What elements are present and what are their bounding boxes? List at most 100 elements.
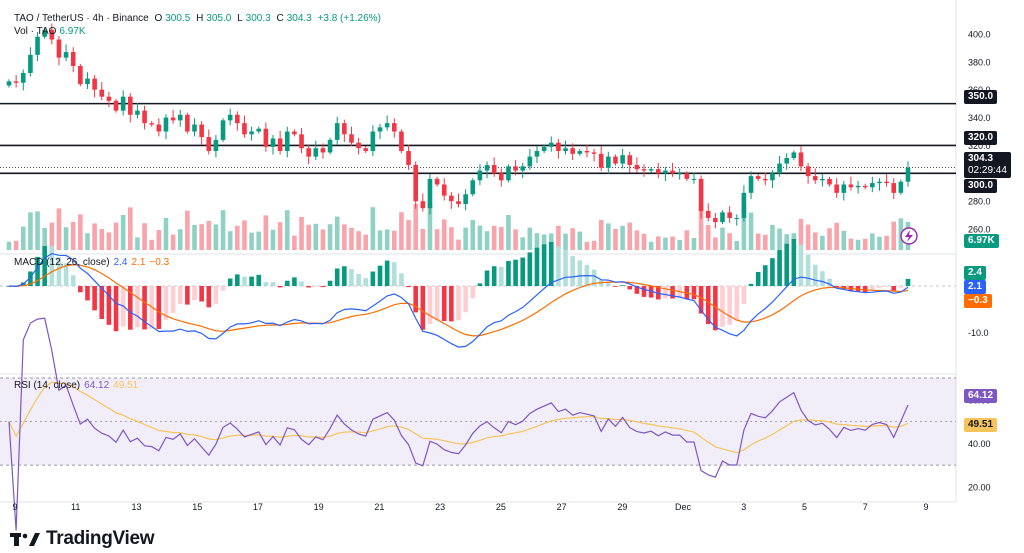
macd-histogram-bar xyxy=(862,286,868,293)
candle xyxy=(399,129,404,154)
volume-bar xyxy=(491,225,497,250)
candle xyxy=(20,69,26,91)
candle-body xyxy=(470,180,476,195)
candle xyxy=(798,146,804,172)
volume-bar xyxy=(434,229,440,250)
volume-bar xyxy=(320,229,326,250)
time-axis-tick: 27 xyxy=(557,502,567,512)
macd-histogram-bar xyxy=(777,250,782,286)
macd-histogram-bar xyxy=(78,286,83,293)
candle-body xyxy=(199,124,204,138)
candle xyxy=(827,176,832,187)
candle xyxy=(220,118,226,142)
volume-bar xyxy=(577,231,583,250)
candle xyxy=(777,155,782,177)
candle-body xyxy=(227,114,233,121)
candle-body xyxy=(156,124,162,132)
candle-body xyxy=(35,36,40,55)
candle-body xyxy=(85,78,90,85)
candle-body xyxy=(463,194,468,204)
volume-bar xyxy=(199,224,204,250)
macd-histogram-bar xyxy=(506,260,511,286)
volume-bar xyxy=(499,227,504,250)
volume-bar xyxy=(127,207,133,250)
low-value: 300.3 xyxy=(245,13,271,24)
macd-histogram-bar xyxy=(35,256,40,286)
candle-body xyxy=(206,137,212,152)
candle-body xyxy=(142,110,147,124)
volume-bar xyxy=(149,239,154,250)
macd-histogram-bar xyxy=(284,280,290,286)
candle-body xyxy=(334,123,340,140)
candle-body xyxy=(713,217,718,223)
candle xyxy=(6,79,12,88)
volume-bar xyxy=(399,212,404,250)
volume-bar xyxy=(770,225,775,250)
price-tag-320: 320.0 xyxy=(964,131,998,145)
candle xyxy=(862,183,868,190)
volume-bar xyxy=(85,233,90,250)
candle-body xyxy=(413,164,418,202)
volume-bar xyxy=(135,237,140,250)
time-axis-tick: 5 xyxy=(802,502,807,512)
macd-histogram-bar xyxy=(406,286,411,288)
candle xyxy=(891,178,897,200)
macd-histogram-bar xyxy=(520,257,526,286)
volume-bar xyxy=(827,228,832,250)
volume-bar xyxy=(820,235,825,250)
volume-bar xyxy=(256,231,262,250)
volume-bar xyxy=(541,234,547,250)
candle xyxy=(484,161,490,179)
price-tag-350: 350.0 xyxy=(964,90,998,104)
tradingview-logo[interactable]: TradingView xyxy=(10,527,155,551)
candle-body xyxy=(534,151,540,157)
candle xyxy=(470,178,476,197)
time-axis-tick: 3 xyxy=(741,502,746,512)
candle xyxy=(13,75,19,88)
candle-body xyxy=(92,78,97,90)
candle xyxy=(185,112,190,134)
candle xyxy=(413,161,418,209)
candle-body xyxy=(748,176,754,193)
macd-histogram-bar xyxy=(306,286,311,288)
macd-histogram-bar xyxy=(399,273,404,286)
volume-bar xyxy=(634,230,640,250)
macd-histogram-bar xyxy=(570,256,575,286)
volume-bar xyxy=(613,229,618,250)
price-axis-tick: 320.0 xyxy=(968,141,991,151)
time-axis-tick: 19 xyxy=(314,502,324,512)
volume-header: Vol · TAO 6.97K xyxy=(14,26,89,37)
candle-body xyxy=(677,173,682,175)
candle-body xyxy=(299,134,304,149)
candle xyxy=(292,129,297,137)
close-value: 304.3 xyxy=(286,13,312,24)
volume-bar xyxy=(406,220,411,250)
change-value: +3.8 (+1.26%) xyxy=(317,13,381,24)
candle xyxy=(784,153,790,170)
macd-histogram-bar xyxy=(299,281,304,286)
volume-bar xyxy=(78,214,83,250)
last-price: 304.3 xyxy=(968,153,994,164)
volume-bar xyxy=(327,224,333,250)
macd-histogram-bar xyxy=(805,254,811,286)
volume-bar xyxy=(534,233,540,250)
volume-bar xyxy=(449,227,454,250)
candle-body xyxy=(598,153,604,168)
candle xyxy=(563,140,568,155)
macd-histogram-bar xyxy=(577,260,583,286)
candle xyxy=(748,171,754,200)
close-label: C xyxy=(276,13,284,24)
candle xyxy=(556,139,561,159)
candle-body xyxy=(28,54,33,73)
volume-bar xyxy=(242,220,247,250)
volume-bar xyxy=(292,235,297,250)
candle xyxy=(242,115,247,138)
macd-histogram-bar xyxy=(905,278,911,286)
volume-bar xyxy=(28,212,33,250)
volume-bar xyxy=(727,233,732,250)
volume-bar xyxy=(506,215,511,250)
candle xyxy=(734,214,740,226)
macd-histogram-bar xyxy=(791,238,797,286)
macd-histogram-bar xyxy=(884,286,889,287)
